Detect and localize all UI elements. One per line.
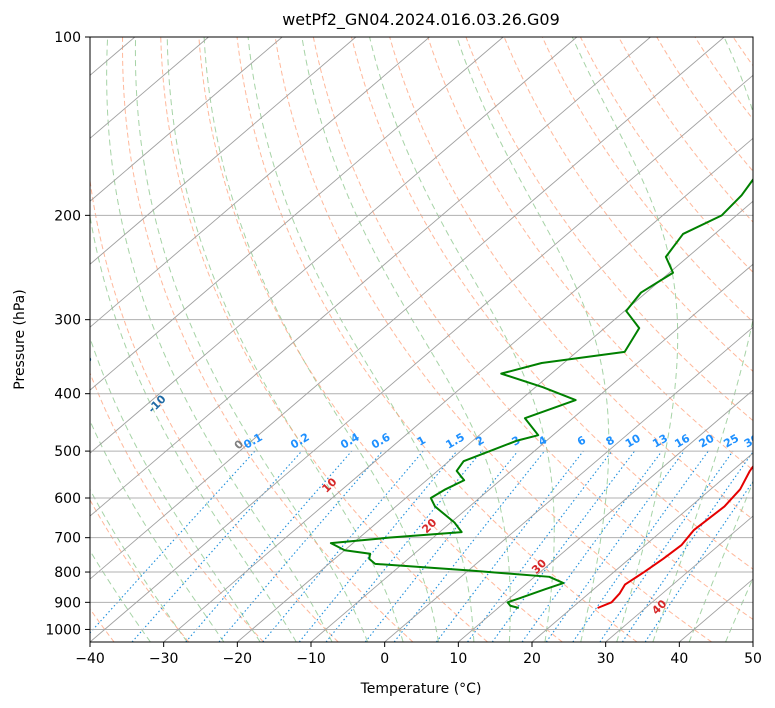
y-tick-label: 300 bbox=[54, 313, 81, 329]
dry-adiabat-line bbox=[160, 37, 488, 642]
isotherm-line bbox=[90, 37, 430, 328]
isotherm-line bbox=[90, 37, 651, 517]
isotherm-line bbox=[310, 263, 753, 642]
y-tick-label: 800 bbox=[54, 565, 81, 581]
dry-adiabat-line bbox=[236, 37, 638, 642]
x-tick-label: 10 bbox=[449, 651, 467, 667]
moist-adiabat-line bbox=[369, 37, 555, 642]
moist-adiabat-line bbox=[90, 419, 225, 642]
dry-adiabat-line bbox=[312, 37, 753, 620]
moist-adiabat-line bbox=[90, 336, 261, 642]
mixing-ratio-line bbox=[521, 450, 663, 642]
moist-adiabat-line bbox=[725, 576, 753, 642]
y-tick-label: 400 bbox=[54, 387, 81, 403]
moist-adiabat-line bbox=[90, 488, 188, 642]
mixing-ratio-line bbox=[545, 450, 685, 642]
moist-adiabat-line bbox=[652, 37, 753, 642]
sounding-series bbox=[329, 177, 753, 609]
isotherm-line bbox=[90, 37, 725, 580]
x-tick-label: −30 bbox=[149, 651, 179, 667]
moist-adiabat-line bbox=[90, 213, 297, 642]
y-tick-label: 1000 bbox=[45, 622, 81, 638]
dewpoint-line bbox=[329, 177, 753, 609]
mixing-ratio-line bbox=[599, 450, 734, 642]
y-axis-ticks: 100 200 300 400 500 600 700 800 900 1000 bbox=[45, 30, 90, 638]
x-tick-label: 0 bbox=[380, 651, 389, 667]
mixing-ratio-line bbox=[262, 450, 424, 642]
mixing-ratio-line bbox=[298, 450, 458, 642]
mixing-ratio-line bbox=[364, 450, 519, 642]
y-tick-label: 200 bbox=[54, 208, 81, 224]
plot-frame bbox=[89, 36, 754, 643]
x-axis-ticks: −40 −30 −20 −10 0 10 20 30 40 50 bbox=[75, 642, 762, 667]
x-axis-title: Temperature (°C) bbox=[360, 681, 482, 697]
moist-adiabat-line bbox=[166, 37, 404, 642]
y-tick-label: 500 bbox=[54, 444, 81, 460]
moist-adiabat-line bbox=[301, 37, 511, 642]
moist-adiabat-line bbox=[106, 37, 333, 642]
dry-adiabat-line bbox=[427, 37, 753, 471]
moist-adiabat-line bbox=[203, 37, 439, 642]
moist-adiabat-line bbox=[247, 37, 475, 642]
moist-adiabat-line bbox=[90, 549, 151, 642]
mixing-ratio-label: 30 bbox=[742, 431, 762, 450]
dry-adiabat-line bbox=[503, 37, 753, 372]
moist-adiabat-line bbox=[134, 37, 369, 642]
x-tick-label: 30 bbox=[597, 651, 615, 667]
isotherm-gridlines bbox=[90, 37, 753, 642]
chart-title: wetPf2_GN04.2024.016.03.26.G09 bbox=[282, 10, 560, 30]
moist-adiabats bbox=[90, 37, 753, 642]
isotherm-line bbox=[163, 137, 753, 642]
x-tick-label: −40 bbox=[75, 651, 105, 667]
isotherm-line bbox=[90, 37, 357, 265]
temperature-line bbox=[597, 464, 753, 609]
dry-adiabat-line bbox=[274, 37, 712, 642]
moist-adiabat-line bbox=[456, 37, 610, 642]
x-tick-label: 40 bbox=[670, 651, 688, 667]
moist-adiabat-line bbox=[571, 37, 679, 642]
x-tick-label: 50 bbox=[744, 651, 762, 667]
mixing-ratio-line bbox=[90, 450, 256, 634]
isotherm-line bbox=[90, 74, 753, 642]
dry-adiabat-label: -20 bbox=[72, 352, 95, 375]
x-tick-label: −20 bbox=[223, 651, 253, 667]
y-tick-label: 600 bbox=[54, 491, 81, 507]
isotherm-line bbox=[90, 37, 209, 139]
mixing-ratio-line bbox=[621, 450, 753, 642]
isotherm-line bbox=[90, 37, 283, 202]
mixing-ratio-line bbox=[435, 450, 584, 642]
isotherm-line bbox=[90, 37, 504, 391]
x-tick-label: 20 bbox=[523, 651, 541, 667]
isotherm-line bbox=[90, 37, 578, 454]
dry-adiabat-line bbox=[90, 177, 339, 642]
moist-adiabat-line bbox=[688, 480, 753, 642]
x-tick-label: −10 bbox=[296, 651, 326, 667]
dry-adiabat-line bbox=[90, 371, 264, 642]
isotherm-line bbox=[384, 326, 753, 642]
y-tick-label: 900 bbox=[54, 595, 81, 611]
y-tick-label: 700 bbox=[54, 531, 81, 547]
y-axis-title: Pressure (hPa) bbox=[12, 289, 28, 389]
isotherm-line bbox=[605, 515, 753, 642]
mixing-ratio-line bbox=[644, 480, 753, 642]
isotherm-line bbox=[531, 452, 753, 642]
mixing-ratio-line bbox=[467, 450, 613, 642]
isotherm-line bbox=[458, 389, 753, 642]
plot-area: 0.10.20.40.611.52346810131620253036-100-… bbox=[72, 37, 762, 642]
mixing-ratio-line bbox=[572, 450, 709, 642]
y-tick-label: 100 bbox=[54, 30, 81, 46]
